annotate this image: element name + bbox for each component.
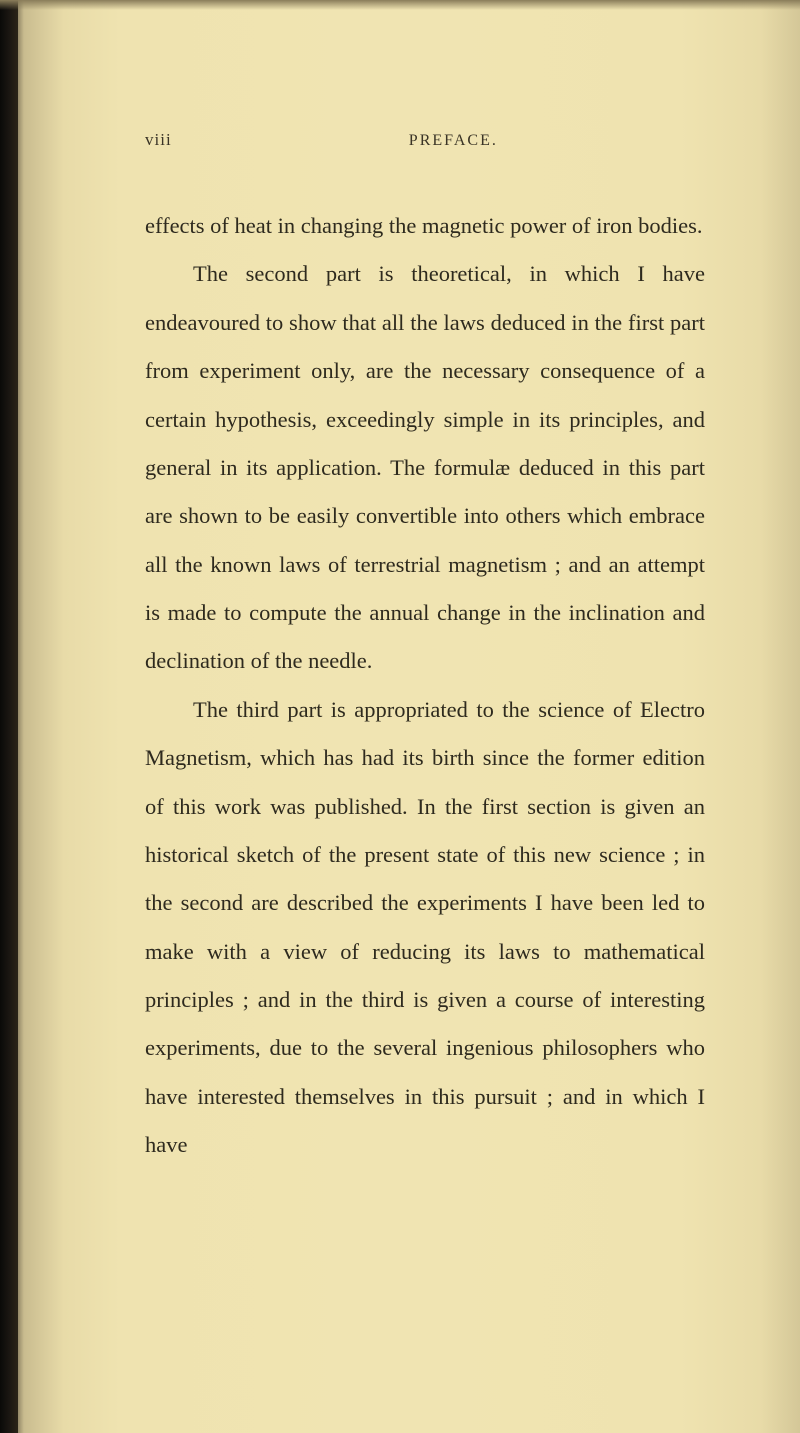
page-number: viii: [145, 130, 172, 150]
header-title: PREFACE.: [409, 132, 498, 150]
paragraph-2: The second part is theoretical, in which…: [145, 250, 705, 685]
body-text: effects of heat in changing the magnetic…: [145, 202, 705, 1170]
page-container: viii PREFACE. effects of heat in changin…: [0, 0, 800, 1433]
paragraph-1: effects of heat in changing the magnetic…: [145, 202, 705, 250]
paragraph-3: The third part is appropriated to the sc…: [145, 686, 705, 1170]
page-header: viii PREFACE.: [145, 130, 705, 150]
